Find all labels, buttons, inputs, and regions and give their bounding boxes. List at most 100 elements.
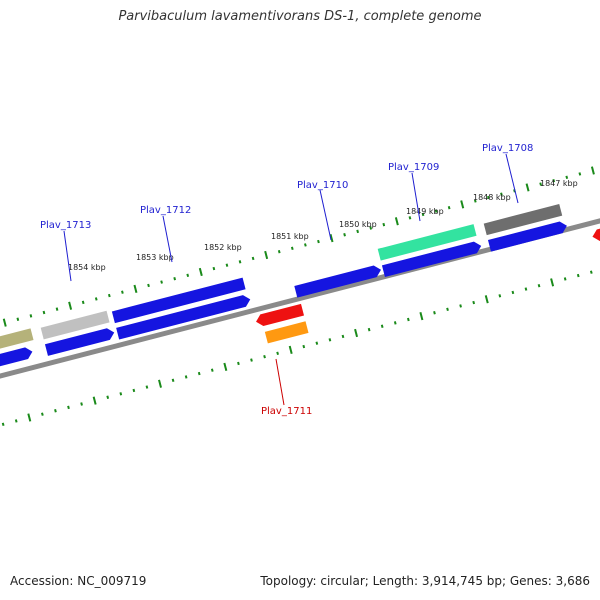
- scale-tick: [147, 283, 150, 288]
- genome-summary: Topology: circular; Length: 3,914,745 bp…: [260, 574, 590, 588]
- page-title: Parvibaculum lavamentivorans DS-1, compl…: [118, 9, 482, 24]
- scale-tick: [382, 222, 386, 227]
- scale-tick: [343, 233, 346, 237]
- scale-tick: [264, 250, 269, 260]
- gene-plav-1708-gray[interactable]: [483, 204, 563, 236]
- leader-plav-1710: [319, 189, 332, 241]
- scale-tick: [552, 178, 556, 183]
- scale-tick: [537, 283, 541, 288]
- scale-tick: [380, 324, 384, 328]
- scale-tick: [317, 239, 320, 244]
- scale-tick: [473, 199, 477, 203]
- gene-plav-1711-red[interactable]: [255, 303, 305, 328]
- scale-tick: [29, 314, 33, 318]
- gene-label-plav-1709[interactable]: Plav_1709: [388, 162, 439, 173]
- scale-tick: [524, 287, 528, 291]
- scale-tick: [498, 294, 502, 298]
- kbp-label: 1851 kbp: [271, 232, 309, 241]
- scale-tick: [197, 371, 201, 376]
- scale-tick: [394, 217, 399, 226]
- scale-tick: [354, 328, 359, 338]
- scale-tick: [341, 334, 345, 339]
- scale-tick: [590, 166, 595, 175]
- scale-tick: [328, 338, 332, 342]
- gene-label-plav-1710[interactable]: Plav_1710: [297, 180, 348, 191]
- kbp-label: 1854 kbp: [68, 263, 106, 272]
- gene-label-plav-1708[interactable]: Plav_1708: [482, 143, 533, 154]
- scale-tick: [525, 183, 530, 192]
- scale-tick: [80, 402, 83, 406]
- scale-tick: [132, 388, 136, 393]
- gene-plav-1712-lower[interactable]: [116, 294, 252, 340]
- scale-tick: [210, 368, 214, 372]
- scale-tick: [446, 307, 449, 312]
- scale-tick: [419, 311, 424, 321]
- scale-tick: [107, 293, 111, 298]
- scale-tick: [251, 256, 255, 261]
- scale-tick: [94, 297, 98, 301]
- scale-tick: [433, 311, 436, 315]
- scale-tick: [16, 317, 20, 321]
- scale-tick: [225, 263, 229, 267]
- scale-tick: [447, 206, 451, 210]
- scale-tick: [250, 358, 253, 362]
- scale-tick: [223, 362, 228, 371]
- scale-tick: [237, 361, 240, 366]
- scale-tick: [369, 226, 373, 230]
- kbp-label: 1849 kbp: [406, 207, 444, 216]
- gene-label-plav-1711[interactable]: Plav_1711: [261, 406, 312, 417]
- scale-tick: [81, 300, 85, 305]
- gene-plav-1708-blue[interactable]: [487, 220, 568, 252]
- scale-tick: [106, 395, 110, 399]
- scale-tick: [14, 419, 18, 423]
- feature-left-arrow[interactable]: [0, 346, 34, 370]
- scale-tick: [460, 200, 465, 209]
- scale-tick: [277, 249, 281, 254]
- scale-tick: [55, 307, 59, 311]
- scale-tick: [421, 212, 425, 217]
- scale-tick: [27, 413, 32, 422]
- feature-olive[interactable]: [0, 328, 34, 354]
- scale-ticks-bottom: [1, 270, 593, 426]
- scale-tick: [67, 405, 70, 410]
- leader-plav-1708: [505, 153, 519, 204]
- gene-plav-1710[interactable]: [294, 264, 382, 298]
- feature-right-red[interactable]: [591, 210, 600, 243]
- scale-tick: [160, 280, 163, 284]
- scale-tick: [92, 396, 97, 405]
- scale-tick: [459, 304, 462, 308]
- scale-tick: [356, 229, 359, 234]
- gene-label-plav-1713[interactable]: Plav_1713: [40, 220, 91, 231]
- scale-tick: [487, 195, 490, 200]
- scale-tick: [42, 310, 46, 315]
- scale-tick: [54, 409, 57, 413]
- scale-tick: [158, 379, 162, 388]
- kbp-label: 1852 kbp: [204, 243, 242, 252]
- gene-plav-1711-orange[interactable]: [264, 321, 309, 344]
- scale-tick: [304, 243, 307, 247]
- gene-label-plav-1712[interactable]: Plav_1712: [140, 205, 191, 216]
- scale-tick: [41, 412, 44, 416]
- gene-plav-1709-blue[interactable]: [381, 240, 483, 277]
- scale-tick: [184, 375, 188, 379]
- accession: Accession: NC_009719: [10, 574, 147, 588]
- scale-tick: [511, 290, 515, 295]
- scale-tick: [288, 345, 293, 355]
- scale-ticks-top: [2, 166, 595, 327]
- scale-tick: [408, 216, 412, 220]
- scale-tick: [2, 318, 7, 327]
- gene-plav-1713[interactable]: [44, 327, 116, 356]
- scale-tick: [133, 284, 138, 293]
- gene-plav-1712-upper[interactable]: [111, 277, 246, 324]
- scale-tick: [121, 290, 124, 294]
- gene-plav-1709-green[interactable]: [377, 224, 477, 261]
- scale-tick: [434, 209, 438, 213]
- scale-tick: [1, 422, 5, 426]
- scale-tick: [500, 192, 503, 196]
- scale-tick: [550, 278, 555, 287]
- leader-plav-1713: [63, 230, 72, 282]
- scale-tick: [173, 276, 177, 281]
- feature-light-gray[interactable]: [40, 310, 110, 340]
- leader-plav-1709: [411, 172, 421, 222]
- scale-tick: [302, 344, 306, 349]
